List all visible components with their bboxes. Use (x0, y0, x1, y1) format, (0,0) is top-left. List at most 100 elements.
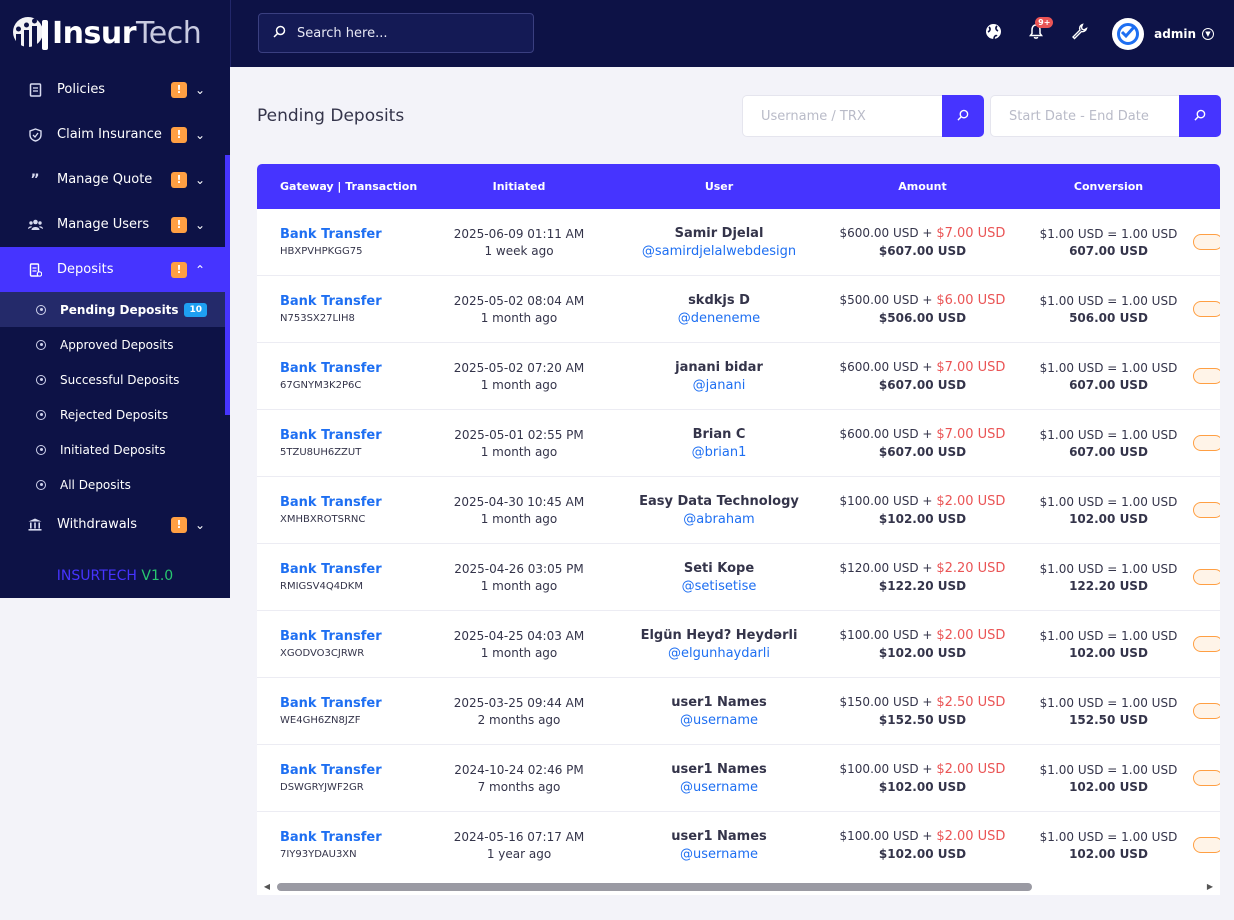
gateway-link[interactable]: Bank Transfer (280, 428, 382, 443)
sidebar-item-manage-users[interactable]: Manage Users ! ⌄ (0, 202, 230, 247)
status-badge[interactable] (1193, 770, 1220, 786)
sidebar-item-label: Withdrawals (57, 517, 138, 532)
user-handle-link[interactable]: @username (680, 846, 758, 862)
status-cell (1191, 234, 1220, 250)
sidebar-subitem-rejected-deposits[interactable]: Rejected Deposits (0, 397, 230, 432)
conversion-cell: $1.00 USD = 1.00 USD 102.00 USD (1026, 763, 1191, 794)
user-handle-link[interactable]: @elgunhaydarli (667, 645, 771, 661)
status-badge[interactable] (1193, 368, 1220, 384)
logo[interactable]: InsurTech (0, 0, 230, 67)
initiated-cell: 2025-03-25 09:44 AM 2 months ago (419, 696, 619, 727)
amount-line: $600.00 USD + $7.00 USD (819, 427, 1026, 442)
horizontal-scrollbar[interactable]: ◀ ▶ (257, 878, 1220, 895)
sidebar-item-policies[interactable]: Policies ! ⌄ (0, 67, 230, 112)
sidebar-subitem-approved-deposits[interactable]: Approved Deposits (0, 327, 230, 362)
gateway-link[interactable]: Bank Transfer (280, 763, 382, 778)
conversion-rate: $1.00 USD = 1.00 USD (1039, 427, 1178, 442)
conversion-cell: $1.00 USD = 1.00 USD 102.00 USD (1026, 629, 1191, 660)
sidebar-subitem-pending-deposits[interactable]: Pending Deposits 10 (0, 292, 230, 327)
charge-value: $2.00 USD (936, 762, 1006, 777)
conversion-total: 102.00 USD (1069, 779, 1148, 794)
sidebar-item-claim-insurance[interactable]: Claim Insurance ! ⌄ (0, 112, 230, 157)
gateway-link[interactable]: Bank Transfer (280, 227, 382, 242)
wrench-icon[interactable] (1069, 22, 1089, 45)
initiated-cell: 2024-05-16 07:17 AM 1 year ago (419, 830, 619, 861)
user-handle-link[interactable]: @samirdjelalwebdesign (641, 243, 797, 259)
status-badge[interactable] (1193, 301, 1220, 317)
bank-icon (27, 517, 43, 533)
status-badge[interactable] (1193, 837, 1220, 853)
table-row: Bank Transfer WE4GH6ZN8JZF 2025-03-25 09:4… (257, 678, 1220, 745)
username-search-button[interactable] (942, 95, 984, 137)
user-handle-link[interactable]: @brian1 (691, 444, 747, 460)
scroll-right-icon[interactable]: ▶ (1206, 882, 1214, 891)
sidebar-scrollbar[interactable] (225, 155, 230, 415)
user-handle-link[interactable]: @abraham (683, 511, 755, 527)
sidebar-subitem-all-deposits[interactable]: All Deposits (0, 467, 230, 502)
sidebar-subitem-initiated-deposits[interactable]: Initiated Deposits (0, 432, 230, 467)
scroll-track[interactable] (277, 882, 1200, 891)
user-handle-link[interactable]: @deneneme (677, 310, 761, 326)
sidebar-item-label: Claim Insurance (57, 127, 162, 142)
conversion-rate: $1.00 USD = 1.00 USD (1039, 494, 1178, 509)
user-handle-link[interactable]: @username (680, 712, 758, 728)
status-badge[interactable] (1193, 435, 1220, 451)
sidebar-subitem-label: Initiated Deposits (60, 442, 166, 457)
user-handle-link[interactable]: @setisetise (681, 578, 757, 594)
status-badge[interactable] (1193, 502, 1220, 518)
chevron-down-icon[interactable]: ▼ (1202, 27, 1214, 40)
conversion-total: 152.50 USD (1069, 712, 1148, 727)
search-input[interactable] (297, 25, 517, 41)
status-badge[interactable] (1193, 703, 1220, 719)
initiated-date: 2024-05-16 07:17 AM (453, 829, 585, 844)
warning-badge: ! (171, 171, 187, 188)
scroll-thumb[interactable] (277, 882, 1032, 891)
initiated-ago: 7 months ago (477, 779, 561, 794)
amount-total: $607.00 USD (878, 378, 967, 392)
sidebar-item-deposits[interactable]: Deposits ! ⌃ (0, 247, 230, 292)
gateway-link[interactable]: Bank Transfer (280, 830, 382, 845)
gateway-cell: Bank Transfer HBXPVHPKGG75 (257, 227, 419, 257)
initiated-ago: 1 month ago (480, 377, 558, 392)
amount-total: $506.00 USD (878, 311, 967, 325)
user-name[interactable]: admin (1154, 26, 1196, 41)
conversion-rate: $1.00 USD = 1.00 USD (1039, 628, 1178, 643)
globe-icon[interactable] (983, 23, 1003, 45)
user-handle-link[interactable]: @username (680, 779, 758, 795)
initiated-ago: 1 year ago (486, 846, 552, 861)
conversion-cell: $1.00 USD = 1.00 USD 102.00 USD (1026, 495, 1191, 526)
status-cell (1191, 301, 1220, 317)
scroll-left-icon[interactable]: ◀ (263, 882, 271, 891)
gateway-link[interactable]: Bank Transfer (280, 294, 382, 309)
sidebar-item-withdrawals[interactable]: Withdrawals ! ⌄ (0, 502, 230, 547)
search-icon (957, 109, 969, 121)
bell-icon[interactable]: 9+ (1026, 16, 1054, 45)
amount-line: $500.00 USD + $6.00 USD (819, 293, 1026, 308)
gateway-link[interactable]: Bank Transfer (280, 629, 382, 644)
gateway-link[interactable]: Bank Transfer (280, 495, 382, 510)
gateway-link[interactable]: Bank Transfer (280, 361, 382, 376)
date-range-input[interactable] (990, 95, 1179, 137)
sidebar-subitem-successful-deposits[interactable]: Successful Deposits (0, 362, 230, 397)
initiated-cell: 2025-06-09 01:11 AM 1 week ago (419, 227, 619, 258)
global-search[interactable] (258, 13, 534, 53)
avatar[interactable] (1112, 17, 1145, 50)
gateway-link[interactable]: Bank Transfer (280, 562, 382, 577)
sidebar-item-manage-quote[interactable]: ” Manage Quote ! ⌄ (0, 157, 230, 202)
username-trx-input[interactable] (742, 95, 942, 137)
status-badge[interactable] (1193, 234, 1220, 250)
table-row: Bank Transfer RMIGSV4Q4DKM 2025-04-26 03:0… (257, 544, 1220, 611)
gateway-cell: Bank Transfer N753SX27LIH8 (257, 294, 419, 324)
date-search-button[interactable] (1179, 95, 1221, 137)
user-cell: user1 Names @username (619, 695, 819, 728)
status-badge[interactable] (1193, 636, 1220, 652)
gateway-link[interactable]: Bank Transfer (280, 696, 382, 711)
deposits-submenu: Pending Deposits 10 Approved Deposits Su… (0, 292, 230, 502)
user-handle-link[interactable]: @janani (692, 377, 746, 393)
transaction-id: WE4GH6ZN8JZF (280, 715, 361, 726)
gateway-cell: Bank Transfer RMIGSV4Q4DKM (257, 562, 419, 592)
gateway-cell: Bank Transfer 67GNYM3K2P6C (257, 361, 419, 391)
initiated-ago: 1 month ago (480, 444, 558, 459)
status-badge[interactable] (1193, 569, 1220, 585)
status-cell (1191, 703, 1220, 719)
